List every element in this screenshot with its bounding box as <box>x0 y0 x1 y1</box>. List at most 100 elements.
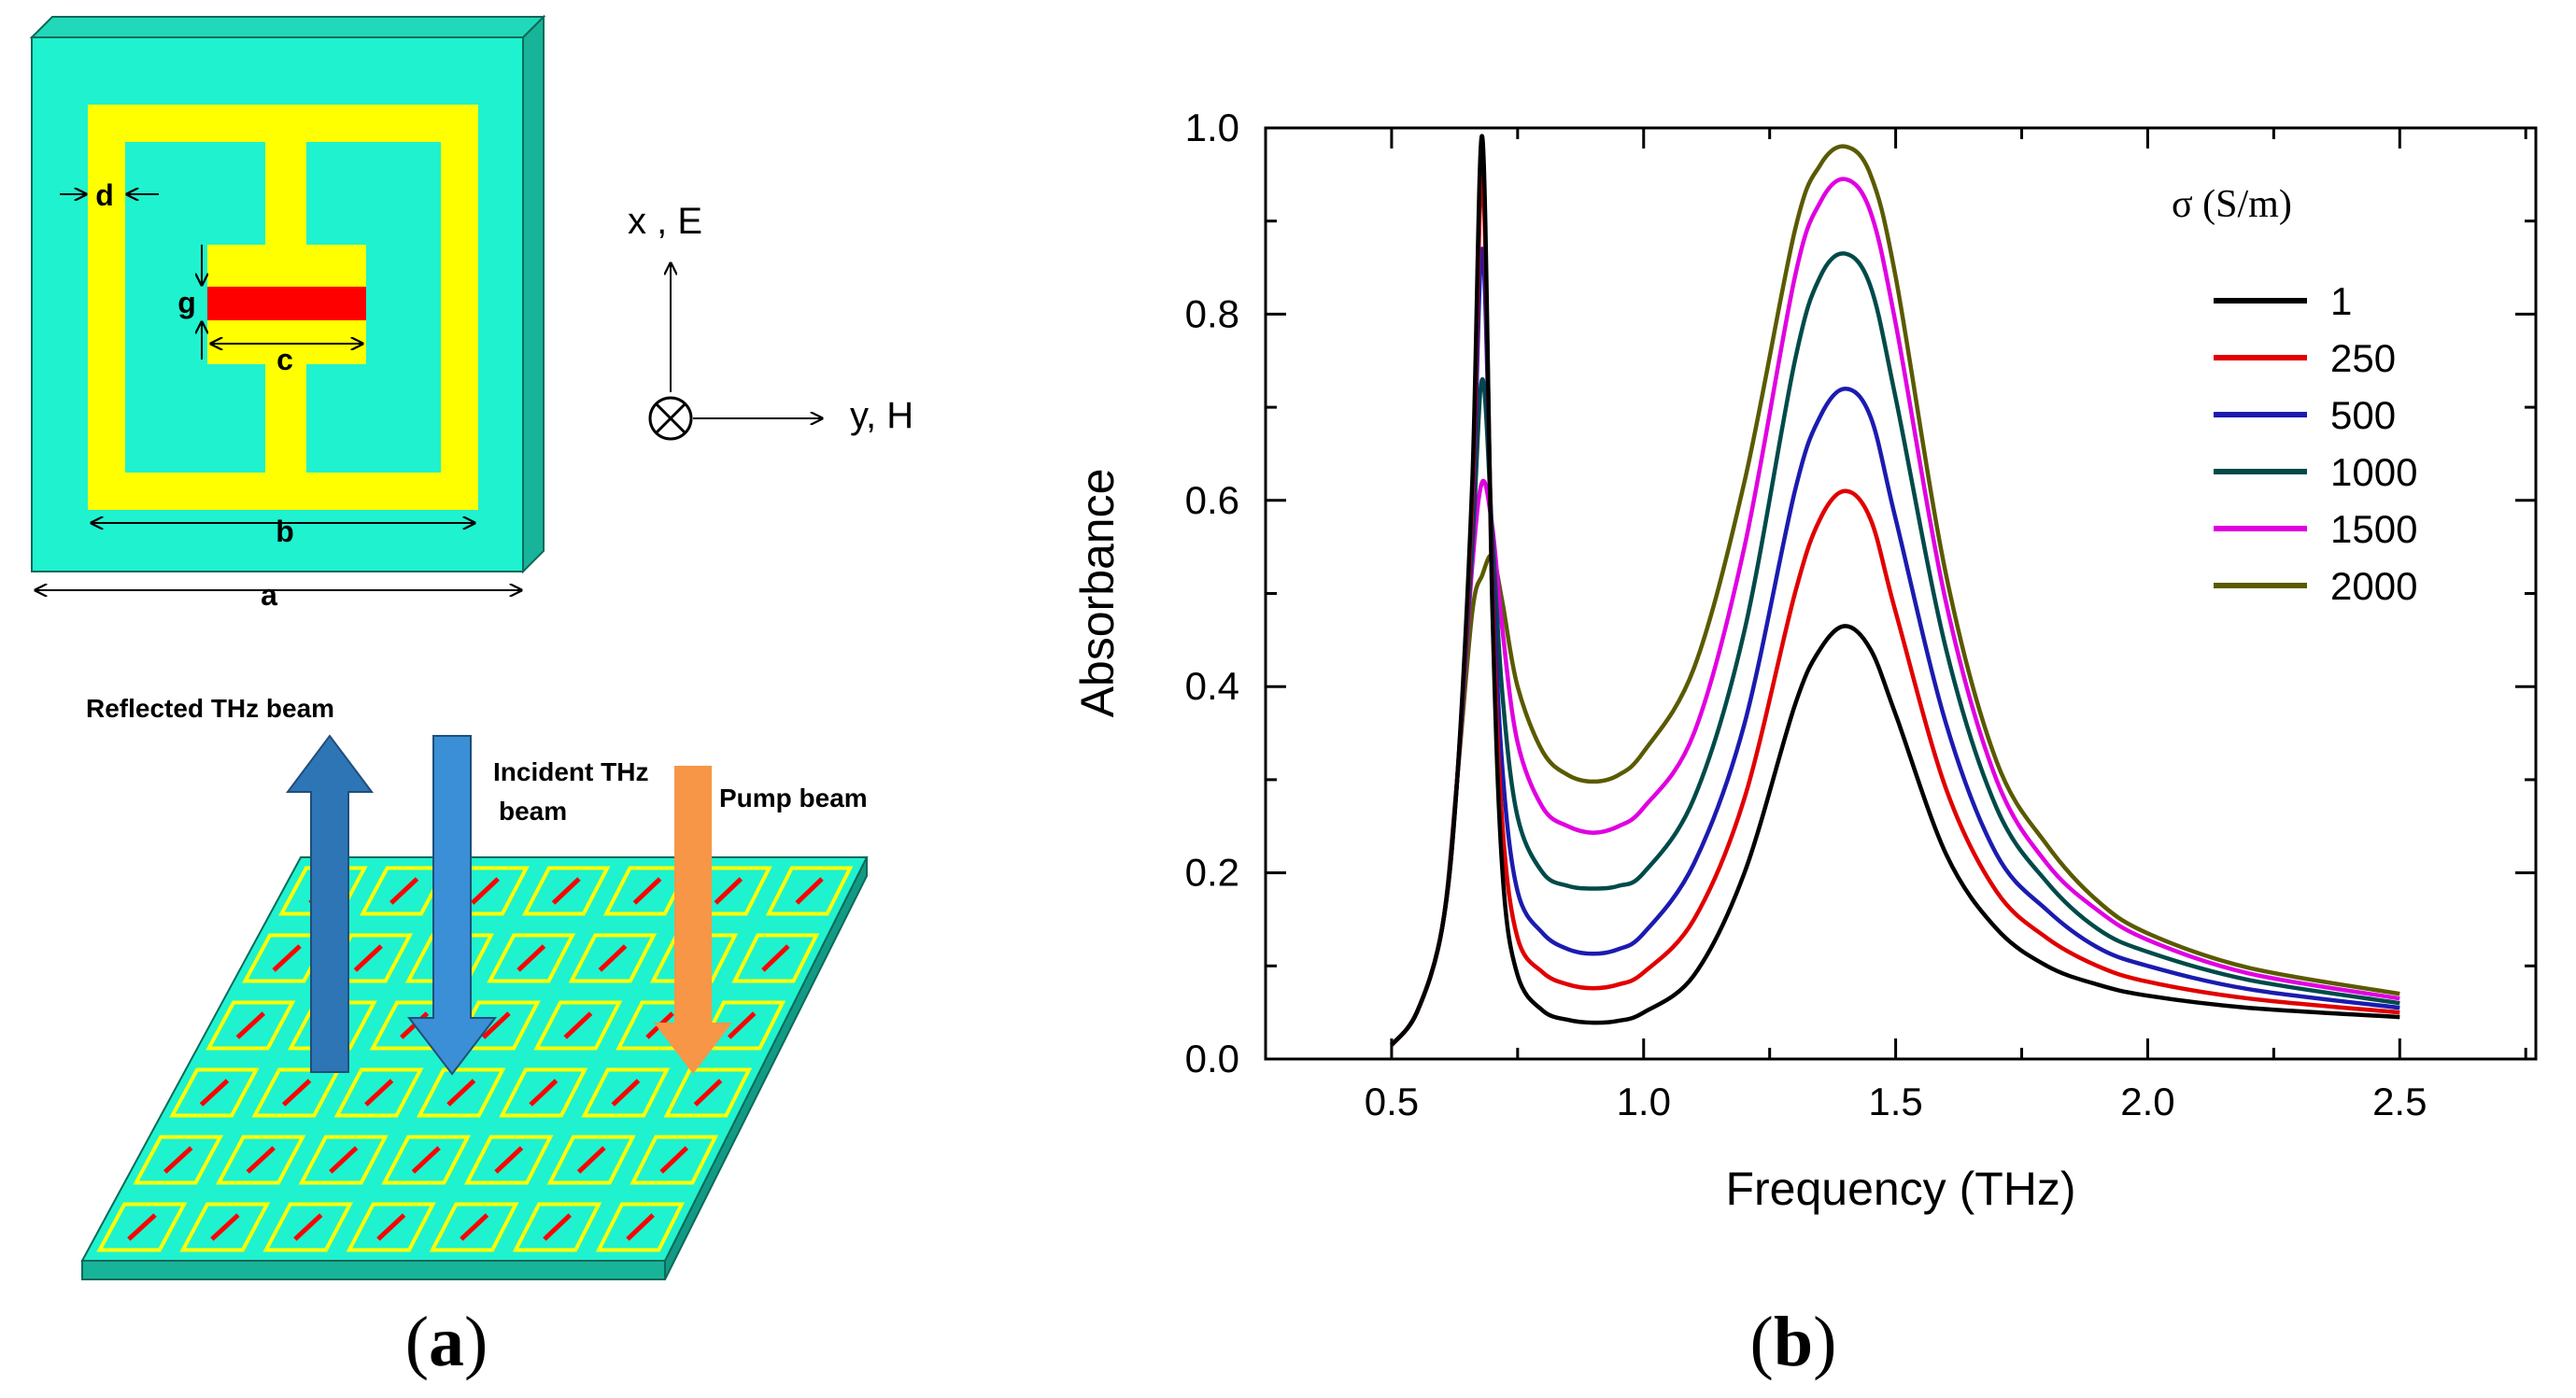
array-cell-ring <box>179 1202 271 1252</box>
array-cell-ring <box>242 933 332 983</box>
series-line-1 <box>1390 134 2400 1047</box>
array-cell-gap <box>551 877 581 905</box>
y-tick-label: 1.0 <box>1185 106 1239 149</box>
array-cell-gap <box>761 944 790 972</box>
array-cell-gap <box>163 1146 193 1174</box>
legend-label-1500: 1500 <box>2330 507 2417 551</box>
propagation-cross-b <box>654 402 687 435</box>
series-line-250 <box>1390 172 2400 1047</box>
array-cell-ring <box>262 1202 353 1252</box>
x-axis-ticks: 0.5 1.0 1.5 2.0 2.5 <box>1264 128 2527 1123</box>
incident-beam-arrow <box>406 735 498 1076</box>
unit-cell-substrate-side <box>522 14 545 574</box>
series-lines <box>1390 134 2400 1047</box>
x-tick-label: 2.5 <box>2372 1080 2427 1123</box>
array-cell-gap <box>411 1146 441 1174</box>
array-cell-gap <box>563 1011 593 1039</box>
axis-label-y-h: y, H <box>850 395 913 436</box>
array-cell-gap <box>693 1079 723 1107</box>
array-cell-gap <box>632 877 662 905</box>
legend-label-500: 500 <box>2330 393 2396 437</box>
array-cell-gap <box>376 1213 406 1241</box>
array-cell-gap <box>659 1146 689 1174</box>
y-tick-label: 0.0 <box>1185 1037 1239 1080</box>
array-cell-ring <box>512 1202 602 1252</box>
array-cell-gap <box>199 1079 230 1107</box>
array-cell-ring <box>521 866 611 916</box>
label-b: b <box>276 515 294 548</box>
array-cell-gap <box>329 1146 359 1174</box>
series-line-500 <box>1390 247 2400 1047</box>
x-tick-label: 0.5 <box>1365 1080 1419 1123</box>
array-cell-gap <box>598 944 628 972</box>
gap-fill <box>207 287 366 320</box>
array-cell-ring <box>133 1135 224 1185</box>
legend-label-2000: 2000 <box>2330 564 2417 608</box>
legend-title: σ (S/m) <box>2172 183 2292 226</box>
array-cell-ring <box>568 933 658 983</box>
panel-a-caption: (a) <box>405 1303 488 1381</box>
y-tick-label: 0.4 <box>1185 664 1239 708</box>
x-axis-label: Frequency (THz) <box>1725 1163 2075 1215</box>
y-axis-ticks: 0.0 0.2 0.4 0.6 0.8 1.0 <box>1185 106 2536 1080</box>
array-cell-ring <box>731 933 820 983</box>
array-cell-gap <box>246 1146 276 1174</box>
array-cell-ring <box>333 1067 424 1118</box>
array-cell-gap <box>611 1079 641 1107</box>
array-cell-ring <box>381 1135 472 1185</box>
array-cell-gap <box>389 877 419 905</box>
array-cell-gap <box>576 1146 606 1174</box>
array-cell-gap <box>353 944 383 972</box>
absorbance-chart: 0.5 1.0 1.5 2.0 2.5 0.0 0.2 0.4 0.6 0.8 1.0 Frequ… <box>1071 106 2538 1215</box>
array-cell-ring <box>533 1000 623 1051</box>
array-cell-gap <box>727 1011 757 1039</box>
array-cell-ring <box>287 1000 377 1051</box>
array-cell-ring <box>215 1135 306 1185</box>
array-cell-ring <box>765 866 854 916</box>
array-cell-gap <box>210 1213 240 1241</box>
panel-b-caption: (b) <box>1750 1303 1837 1381</box>
array-cell-ring <box>429 1202 519 1252</box>
legend-label-250: 250 <box>2330 336 2396 380</box>
metamaterial-array <box>80 856 869 1280</box>
array-cell-gap <box>293 1213 323 1241</box>
series-line-2000 <box>1390 144 2400 1047</box>
array-cell-ring <box>205 1000 296 1051</box>
incident-beam-label-line1: Incident THz <box>493 757 648 786</box>
array-cell-gap <box>626 1213 655 1241</box>
array-cell-gap <box>446 1079 476 1107</box>
array-slab-top <box>80 856 869 1262</box>
x-tick-label: 1.5 <box>1868 1080 1922 1123</box>
x-tick-label: 1.0 <box>1617 1080 1671 1123</box>
beams: Reflected THz beam Incident THz beam Pum… <box>86 694 868 1076</box>
reflected-beam-arrow <box>286 734 374 1073</box>
y-axis-label: Absorbance <box>1071 469 1124 718</box>
array-slab-front <box>81 1260 666 1280</box>
array-cell-gap <box>543 1213 573 1241</box>
propagation-into-page-icon <box>648 396 693 441</box>
array-cell-ring <box>595 1202 686 1252</box>
array-cell-ring <box>346 1202 436 1252</box>
array-cell-ring <box>169 1067 260 1118</box>
array-cell-ring <box>546 1135 636 1185</box>
array-cell-gap <box>494 1146 524 1174</box>
array-cell-gap <box>127 1213 157 1241</box>
label-g: g <box>177 286 196 319</box>
pump-beam-label: Pump beam <box>719 784 868 812</box>
array-cell-gap <box>714 877 743 905</box>
pump-beam-arrow <box>654 766 732 1074</box>
array-cell-gap <box>529 1079 559 1107</box>
array-cell-ring <box>581 1067 671 1118</box>
array-cell-gap <box>517 944 546 972</box>
label-a: a <box>261 578 277 612</box>
array-cell-ring <box>499 1067 588 1118</box>
array-cell-gap <box>272 944 302 972</box>
y-tick-label: 0.8 <box>1185 291 1239 335</box>
y-tick-label: 0.2 <box>1185 851 1239 895</box>
array-cell-gap <box>364 1079 394 1107</box>
array-cell-ring <box>360 866 449 916</box>
x-tick-label: 2.0 <box>2120 1080 2174 1123</box>
array-cell-ring <box>416 1067 506 1118</box>
legend: σ (S/m) 1 250 500 1000 1500 2000 <box>2172 183 2417 608</box>
